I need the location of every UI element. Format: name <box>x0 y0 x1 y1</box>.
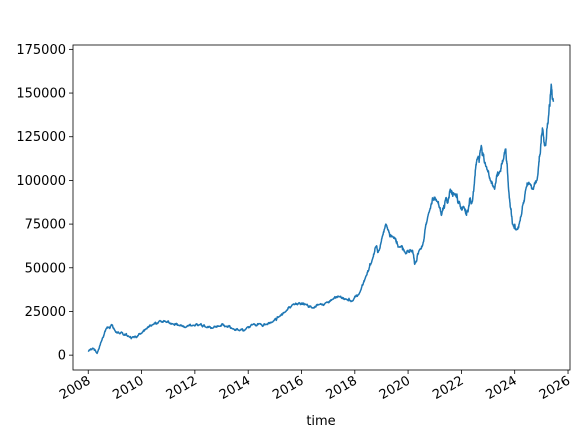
y-tick-label-150000: 150000 <box>16 87 66 102</box>
x-axis-label: time <box>306 414 335 429</box>
plot-background <box>73 45 570 370</box>
x-tick-label-2018: 2018 <box>324 373 360 403</box>
x-tick-label-2020: 2020 <box>377 373 413 403</box>
y-axis: 0 25000 50000 75000 100000 125000 150000 175000 <box>16 43 73 364</box>
series-layer <box>87 83 555 355</box>
y-tick-label-75000: 75000 <box>25 218 66 233</box>
x-tick-label-2016: 2016 <box>270 373 306 403</box>
y-tick-label-0: 0 <box>58 349 66 364</box>
y-tick-label-100000: 100000 <box>16 174 66 189</box>
plot-frame <box>72 44 571 371</box>
y-tick-label-175000: 175000 <box>16 43 66 58</box>
y-tick-label-125000: 125000 <box>16 130 66 145</box>
x-tick-label-2022: 2022 <box>430 373 466 403</box>
x-tick-label-2014: 2014 <box>217 373 253 403</box>
series-line-0 <box>87 83 555 355</box>
x-tick-label-2012: 2012 <box>164 373 200 403</box>
x-axis: 2008 2010 2012 2014 2016 2018 2020 2022 2024 2026 <box>57 370 573 403</box>
y-tick-label-25000: 25000 <box>25 305 66 320</box>
x-tick-label-2010: 2010 <box>110 373 146 403</box>
y-tick-label-50000: 50000 <box>25 261 66 276</box>
x-tick-label-2008: 2008 <box>57 373 93 403</box>
x-tick-label-2024: 2024 <box>484 373 520 403</box>
x-tick-label-2026: 2026 <box>537 373 573 403</box>
